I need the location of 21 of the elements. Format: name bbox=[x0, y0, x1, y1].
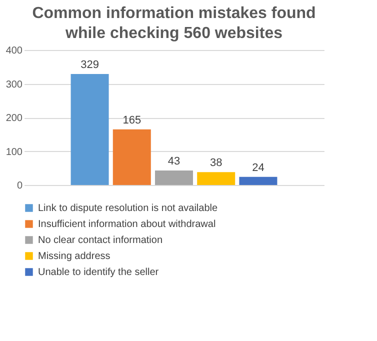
legend-label: No clear contact information bbox=[38, 235, 163, 246]
bar bbox=[155, 170, 193, 185]
bar bbox=[70, 74, 109, 185]
data-label: 329 bbox=[80, 58, 99, 71]
y-tick-label: 0 bbox=[16, 180, 23, 192]
bar bbox=[239, 176, 278, 185]
bar bbox=[197, 172, 236, 185]
data-label: 165 bbox=[122, 114, 142, 126]
y-tick-label: 100 bbox=[6, 146, 23, 158]
legend-label: Insufficient information about withdrawal bbox=[38, 219, 216, 230]
y-tick-label: 300 bbox=[6, 79, 23, 90]
data-label: 43 bbox=[168, 155, 180, 168]
data-label: 38 bbox=[210, 157, 222, 170]
data-label: 24 bbox=[252, 162, 264, 174]
bar bbox=[112, 129, 151, 185]
y-tick-label: 200 bbox=[6, 113, 23, 124]
legend-label: Unable to identify the seller bbox=[38, 267, 160, 278]
legend-label: Link to dispute resolution is not available bbox=[38, 203, 218, 214]
y-tick-label: 400 bbox=[6, 46, 23, 56]
chart-title: Common information mistakes found while checking 560 websites bbox=[32, 5, 316, 42]
legend-label: Missing address bbox=[38, 251, 110, 262]
